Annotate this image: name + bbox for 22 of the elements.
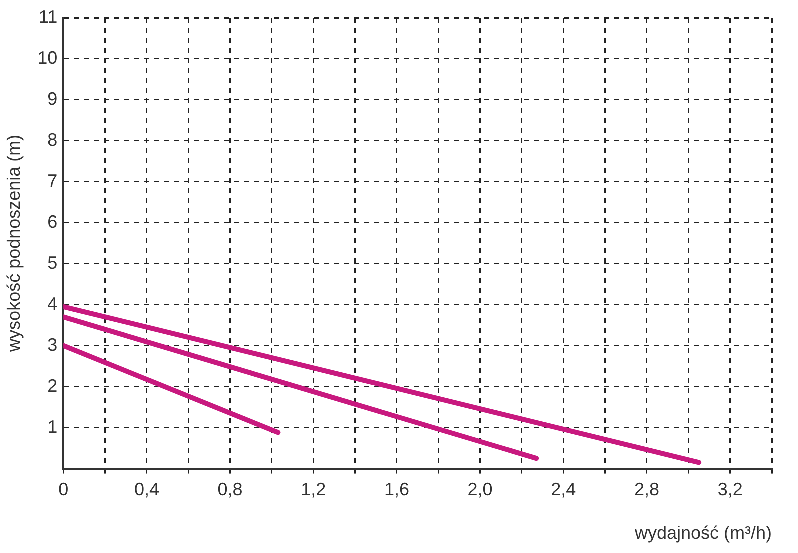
- y-tick-label: 5: [48, 252, 58, 273]
- x-tick-label: 3,2: [718, 480, 743, 500]
- y-tick-label: 1: [48, 416, 58, 437]
- x-tick-label: 2,0: [468, 480, 493, 500]
- x-tick-label: 0,8: [218, 480, 243, 500]
- x-tick-label: 0,4: [134, 480, 160, 500]
- y-tick-label: 4: [48, 294, 58, 314]
- y-tick-label: 3: [48, 334, 58, 355]
- x-axis-title: wydajność (m³/h): [634, 523, 772, 544]
- y-tick-label: 2: [48, 376, 58, 396]
- y-tick-label: 8: [48, 130, 58, 150]
- x-tick-label: 1,2: [301, 480, 326, 500]
- y-tick-label: 10: [38, 48, 58, 68]
- x-tick-label: 2,4: [551, 480, 576, 500]
- x-tick-label: 2,8: [634, 480, 660, 500]
- y-tick-label: 11: [38, 6, 58, 27]
- y-tick-label: 6: [48, 212, 58, 232]
- y-tick-label: 9: [48, 88, 58, 109]
- y-tick-label: 7: [48, 170, 58, 191]
- x-tick-label: 0: [58, 480, 69, 500]
- x-tick-label: 1,6: [384, 480, 410, 500]
- y-axis-title: wysokość podnoszenia (m): [4, 134, 24, 353]
